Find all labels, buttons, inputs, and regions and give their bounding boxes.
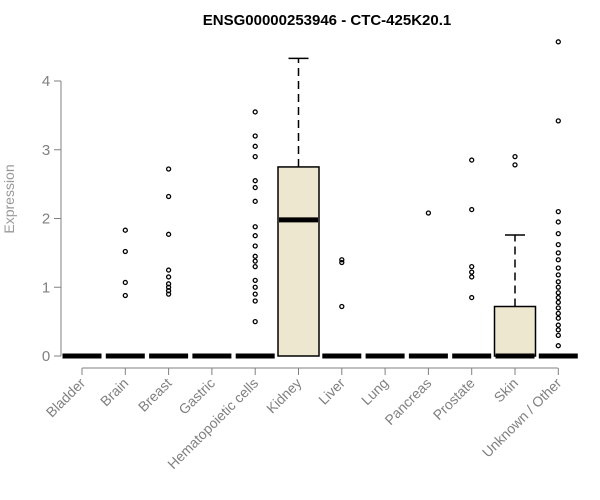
outlier-point: [555, 322, 561, 328]
outlier-point: [469, 274, 475, 280]
outlier-point: [555, 279, 561, 285]
box-iqr: [277, 166, 320, 357]
outlier-point: [252, 224, 258, 230]
x-tick-label: Skin: [491, 375, 522, 406]
outlier-point: [555, 343, 561, 349]
outlier-point: [165, 166, 172, 172]
outlier-point: [555, 219, 561, 225]
outlier-point: [252, 243, 258, 249]
x-tick-label: Pancreas: [381, 375, 434, 428]
outlier-point: [469, 206, 475, 213]
outlier-point: [122, 292, 128, 299]
outlier-point: [252, 143, 258, 149]
box-breast: [149, 166, 189, 359]
x-tick-label: Kidney: [263, 375, 305, 417]
outlier-point: [469, 294, 475, 301]
box-skin: [493, 153, 537, 359]
outlier-point: [512, 162, 518, 168]
x-tick-label: Unknown / Other: [479, 375, 565, 461]
y-axis-label: Expression: [1, 164, 17, 233]
outlier-point: [165, 193, 172, 200]
y-tick-label: 0: [42, 348, 50, 365]
box-unknown-other: [538, 39, 578, 359]
outlier-point: [165, 281, 172, 287]
outlier-point: [252, 233, 258, 239]
outlier-point: [469, 269, 475, 275]
x-tick-label: Breast: [135, 375, 175, 415]
y-tick-label: 4: [42, 73, 50, 90]
outlier-point: [165, 267, 172, 273]
outlier-point: [555, 315, 561, 321]
outlier-point: [252, 318, 258, 325]
x-tick-label: Gastric: [175, 375, 218, 418]
outlier-point: [555, 265, 561, 271]
outlier-point: [469, 157, 475, 163]
outlier-point: [252, 153, 258, 160]
outlier-point: [555, 327, 561, 333]
outlier-point: [252, 258, 258, 264]
outlier-point: [252, 263, 258, 270]
outlier-point: [252, 109, 258, 115]
x-tick-label: Bladder: [43, 375, 89, 421]
outlier-point: [122, 279, 128, 286]
outlier-point: [555, 310, 561, 317]
outlier-point: [555, 332, 561, 339]
box-kidney: [277, 57, 320, 357]
outlier-point: [252, 198, 258, 204]
outlier-point: [555, 39, 561, 45]
outlier-point: [122, 248, 128, 255]
x-tick-label: Prostate: [430, 375, 478, 423]
outlier-point: [555, 250, 561, 256]
outlier-point: [555, 230, 561, 237]
outlier-point: [252, 291, 258, 297]
x-tick-label: Brain: [97, 375, 131, 409]
outlier-point: [555, 294, 561, 301]
outlier-point: [555, 299, 561, 306]
outlier-point: [252, 298, 258, 304]
outlier-point: [165, 274, 172, 280]
outlier-point: [555, 257, 561, 263]
box-liver: [322, 257, 362, 359]
box-iqr: [493, 305, 537, 357]
outlier-point: [252, 277, 258, 284]
box-pancreas: [408, 210, 448, 359]
outlier-point: [339, 257, 345, 263]
outlier-point: [252, 133, 258, 139]
outlier-point: [339, 303, 345, 310]
y-tick-label: 1: [42, 279, 50, 296]
y-tick-label: 2: [42, 211, 50, 228]
outlier-point: [555, 290, 561, 296]
outlier-point: [252, 284, 258, 290]
outlier-point: [165, 231, 172, 237]
y-tick-label: 3: [42, 142, 50, 159]
outlier-point: [555, 241, 561, 248]
x-tick-label: Lung: [358, 375, 391, 408]
outlier-point: [555, 118, 561, 124]
outlier-point: [252, 184, 258, 191]
box-brain: [105, 227, 145, 359]
box-hematopoietic-cells: [235, 109, 275, 359]
x-tick-label: Liver: [315, 375, 348, 408]
outlier-point: [252, 178, 258, 184]
chart-title: ENSG00000253946 - CTC-425K20.1: [203, 12, 451, 29]
outlier-point: [555, 284, 561, 290]
outlier-point: [555, 305, 561, 311]
outlier-point: [252, 253, 258, 259]
outlier-point: [555, 272, 561, 278]
box-prostate: [452, 157, 492, 359]
y-ticks: 0 1 2 3 4: [42, 73, 61, 365]
outlier-point: [339, 259, 345, 266]
outlier-point: [469, 263, 475, 270]
outlier-point: [512, 153, 518, 160]
outlier-point: [122, 227, 128, 233]
boxes: [62, 39, 578, 359]
outlier-point: [555, 208, 561, 215]
outlier-point: [425, 210, 432, 216]
